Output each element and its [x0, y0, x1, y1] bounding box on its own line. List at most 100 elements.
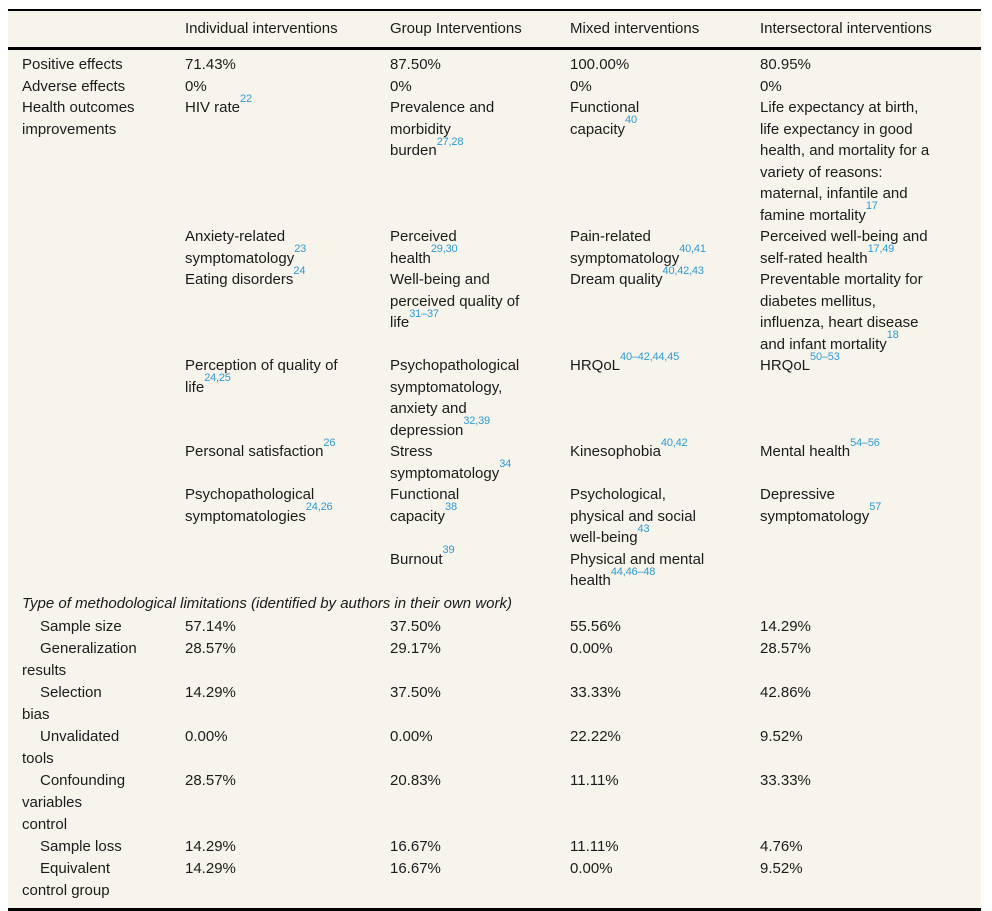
outcome-item-text: Dream quality	[570, 271, 663, 288]
table-row: Sample size 57.14% 37.50% 55.56% 14.29%	[8, 615, 981, 638]
outcome-cell: Prevalence and morbidity burden27,28	[390, 97, 532, 226]
citation-superscript[interactable]: 18	[886, 329, 899, 341]
percentage-value: 0%	[760, 77, 782, 95]
percentage-value: 28.57%	[760, 639, 811, 657]
percentage-value: 29.17%	[390, 639, 441, 657]
percentage-value: 100.00%	[570, 56, 630, 73]
outcome-item-text: Personal satisfaction	[185, 443, 324, 460]
outcome-cell: Dream quality40,42,43	[570, 265, 712, 355]
outcome-item-text: Life expectancy at birth, life expectanc…	[760, 99, 930, 224]
outcome-item-text: Perceived health	[390, 228, 457, 267]
citation-superscript[interactable]: 24	[293, 264, 306, 277]
outcome-cell: Perceived well-being and self-rated heal…	[760, 226, 936, 269]
outcome-cell: Well-being and perceived quality of life…	[390, 269, 532, 355]
outcome-cell: Eating disorders24	[185, 265, 363, 355]
citation-superscript[interactable]: 26	[323, 436, 336, 449]
citation-superscript[interactable]: 34	[499, 458, 512, 470]
table-top-rule	[8, 9, 981, 11]
outcome-item-text: HRQoL	[570, 357, 621, 374]
row-label: Adverse effects	[22, 77, 126, 95]
row-label: Confounding variables control	[22, 771, 126, 833]
outcome-cell: Personal satisfaction26	[185, 437, 363, 484]
percentage-value: 9.52%	[760, 727, 803, 745]
outcome-item-text: Preventable mortality for diabetes melli…	[760, 271, 923, 353]
outcome-cell: HIV rate22	[185, 93, 363, 226]
outcome-cell	[760, 549, 936, 592]
table-body: Positive effects 71.43% 87.50% 100.00% 80.95…	[8, 50, 981, 908]
percentage-value: 0.00%	[570, 639, 613, 657]
health-outcomes-subrow: Health outcomes improvements HIV rate22 Pr…	[8, 93, 981, 226]
outcome-cell: Functional capacity38	[390, 484, 532, 549]
percentage-value: 33.33%	[760, 771, 811, 789]
outcome-item-text: Anxiety-related symptomatology	[185, 228, 295, 267]
table-header-row: Individual interventions Group Interventi…	[8, 11, 981, 47]
percentage-value: 9.52%	[760, 859, 803, 877]
percentage-value: 14.29%	[185, 683, 236, 701]
table-row: Equivalent control group 14.29% 16.67% 0.00…	[8, 857, 981, 902]
citation-superscript[interactable]: 17,49	[867, 243, 895, 255]
outcome-cell: Perceived health29,30	[390, 226, 532, 269]
percentage-value: 14.29%	[760, 617, 811, 635]
percentage-value: 11.11%	[570, 771, 619, 789]
citation-superscript[interactable]: 29,30	[430, 243, 458, 255]
citation-superscript[interactable]: 39	[442, 544, 455, 556]
citation-superscript[interactable]: 43	[637, 522, 650, 535]
outcome-item-text: HRQoL	[760, 357, 811, 374]
percentage-value: 14.29%	[185, 859, 236, 877]
percentage-value: 42.86%	[760, 683, 811, 701]
percentage-value: 37.50%	[390, 683, 441, 701]
limitations-section-title: Type of methodological limitations (iden…	[8, 591, 981, 616]
citation-superscript[interactable]: 27,28	[436, 135, 464, 148]
row-label-spacer	[22, 269, 172, 355]
citation-superscript[interactable]: 40,41	[679, 243, 706, 255]
outcome-cell	[185, 549, 363, 592]
percentage-value: 57.14%	[185, 617, 236, 635]
citation-superscript[interactable]: 40	[625, 114, 637, 126]
citation-superscript[interactable]: 57	[869, 501, 882, 513]
citation-superscript[interactable]: 24,25	[204, 372, 231, 384]
citation-superscript[interactable]: 40,42	[660, 436, 688, 449]
outcome-item-text: Psychopathological symptomatologies	[185, 486, 315, 525]
percentage-value: 0.00%	[185, 727, 228, 745]
interventions-summary-table: Individual interventions Group Interventi…	[8, 9, 981, 911]
citation-superscript[interactable]: 44,46–48	[610, 565, 656, 578]
citation-superscript[interactable]: 40,42,43	[662, 264, 704, 277]
citation-superscript[interactable]: 24,26	[305, 501, 333, 513]
citation-superscript[interactable]: 22	[240, 92, 252, 105]
citation-superscript[interactable]: 31–37	[409, 307, 439, 320]
health-outcomes-subrow: Psychopathological symptomatologies24,26…	[8, 484, 981, 549]
citation-superscript[interactable]: 38	[445, 501, 457, 513]
percentage-value: 20.83%	[390, 771, 441, 789]
table-bottom-rule	[8, 907, 981, 911]
percentage-value: 11.11%	[570, 837, 619, 855]
health-outcomes-subrow: Anxiety-related symptomatology23 Perceive…	[8, 226, 981, 269]
outcome-cell: Pain-related symptomatology40,41	[570, 226, 712, 269]
outcome-item-text: Psychological, physical and social well-…	[570, 486, 696, 546]
health-outcomes-subrow: Eating disorders24 Well-being and perceiv…	[8, 265, 981, 355]
outcome-item-text: Perception of quality of life	[185, 357, 338, 396]
table-row: Generalization results 28.57% 29.17% 0.00% 2…	[8, 637, 981, 682]
column-header: Mixed interventions	[570, 20, 700, 37]
outcome-item-text: Kinesophobia	[570, 443, 661, 460]
outcome-cell: Depressive symptomatology57	[760, 484, 936, 549]
percentage-value: 0%	[570, 77, 592, 95]
citation-superscript[interactable]: 40–42,44,45	[620, 350, 680, 363]
citation-superscript[interactable]: 32,39	[463, 415, 490, 427]
citation-superscript[interactable]: 50–53	[810, 350, 840, 363]
outcome-item-text: Stress symptomatology	[390, 443, 500, 482]
row-label-spacer	[22, 355, 172, 441]
outcome-item-text: HIV rate	[185, 99, 241, 116]
column-header: Group Interventions	[390, 20, 522, 37]
row-label-spacer	[22, 226, 172, 269]
percentage-value: 0.00%	[390, 727, 433, 745]
outcome-item-text: Pain-related symptomatology	[570, 228, 680, 267]
row-label-spacer	[22, 441, 172, 484]
outcome-cell: Preventable mortality for diabetes melli…	[760, 269, 936, 355]
citation-superscript[interactable]: 23	[294, 243, 307, 255]
header-bottom-rule	[8, 47, 981, 50]
percentage-value: 71.43%	[185, 56, 236, 73]
citation-superscript[interactable]: 54–56	[850, 436, 880, 449]
outcome-cell: Functional capacity40	[570, 97, 712, 226]
outcome-cell: Life expectancy at birth, life expectanc…	[760, 97, 936, 226]
citation-superscript[interactable]: 17	[865, 200, 878, 212]
